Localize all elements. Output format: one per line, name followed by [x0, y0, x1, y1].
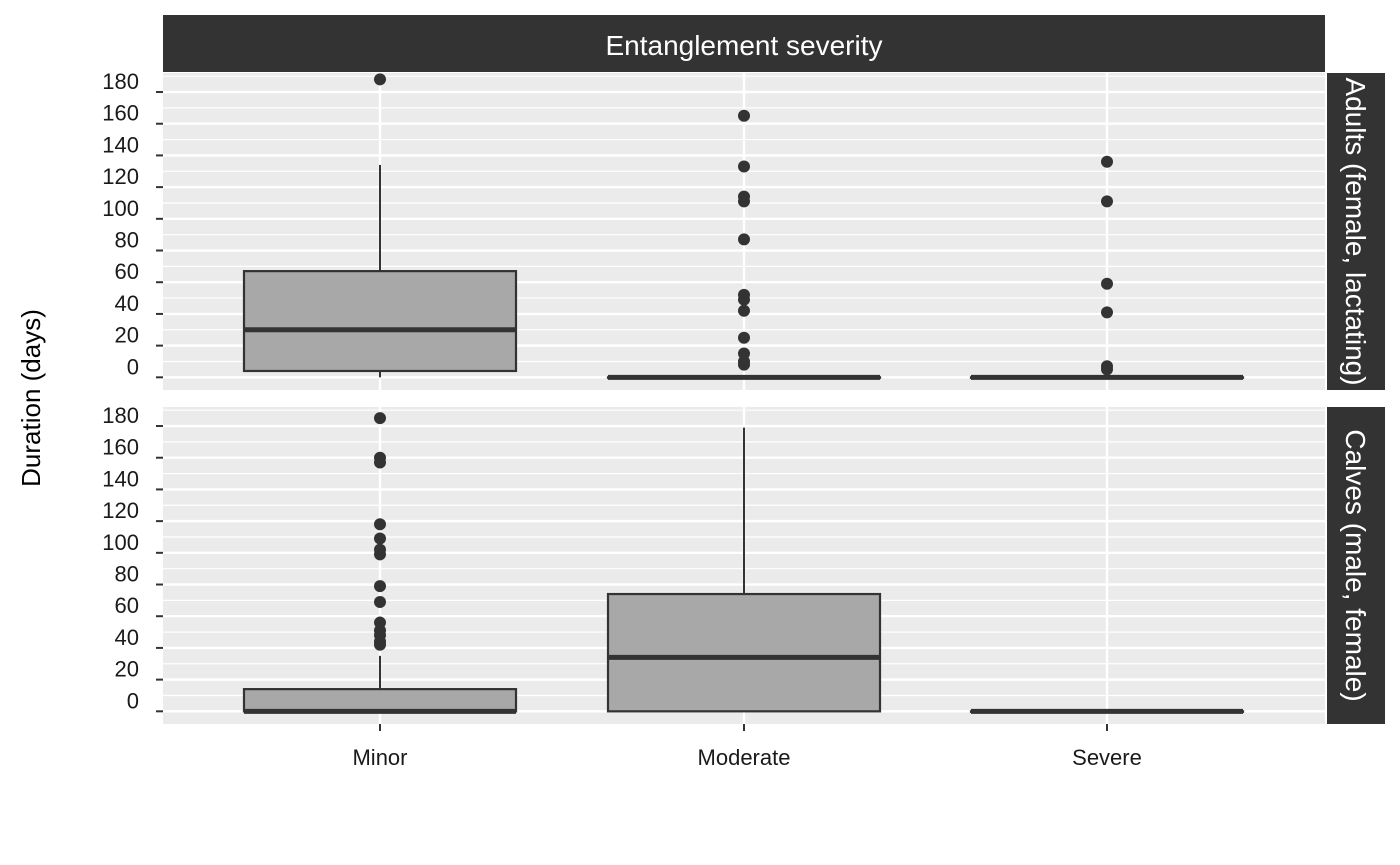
box-minor	[242, 412, 518, 714]
y-tick-label: 60	[115, 259, 139, 284]
row-strip: Adults (female, lactating)	[1327, 73, 1385, 390]
outlier-point	[738, 233, 750, 246]
outlier-point	[374, 548, 386, 561]
column-strip-label: Entanglement severity	[605, 30, 882, 61]
y-tick-label: 180	[102, 403, 139, 428]
y-tick-label: 140	[102, 132, 139, 157]
outlier-point	[374, 73, 386, 86]
row-strip-background	[1327, 407, 1385, 724]
box-iqr	[242, 270, 518, 373]
box-moderate	[606, 109, 882, 380]
panel-marks	[242, 412, 1245, 714]
y-tick-label: 40	[115, 291, 139, 316]
y-tick-label: 20	[115, 323, 139, 348]
panel-calves: 0 20 40 60 80 100 120 140 160 180 Calves (male, f…	[102, 403, 1385, 724]
y-tick-label: 180	[102, 69, 139, 94]
y-tick-label: 100	[102, 530, 139, 555]
outlier-point	[738, 160, 750, 173]
y-axis: 0 20 40 60 80 100 120 140 160 180	[102, 403, 163, 713]
x-tick-label: Moderate	[698, 745, 791, 770]
column-strip-background	[163, 15, 1325, 72]
box-severe	[969, 708, 1245, 714]
box-severe	[969, 155, 1245, 380]
outlier-point	[1101, 306, 1113, 319]
outlier-point	[738, 358, 750, 371]
row-strip-label: Calves (male, female)	[1340, 429, 1371, 701]
outlier-point	[374, 456, 386, 469]
outlier-point	[1101, 155, 1113, 168]
y-tick-label: 40	[115, 625, 139, 650]
box-iqr	[606, 592, 882, 713]
outlier-point	[738, 331, 750, 344]
box-minor	[242, 73, 518, 378]
y-axis-label: Duration (days)	[16, 309, 46, 487]
outlier-point	[374, 638, 386, 651]
x-tick-label: Minor	[352, 745, 407, 770]
outlier-point	[374, 518, 386, 531]
x-axis: Minor Moderate Severe	[352, 724, 1142, 770]
y-tick-label: 100	[102, 196, 139, 221]
row-strip-label: Adults (female, lactating)	[1340, 77, 1371, 385]
y-tick-label: 80	[115, 562, 139, 587]
row-strip: Calves (male, female)	[1327, 407, 1385, 724]
y-tick-label: 140	[102, 466, 139, 491]
y-tick-label: 80	[115, 228, 139, 253]
outlier-point	[1101, 277, 1113, 290]
outlier-point	[1101, 195, 1113, 208]
box-iqr	[242, 688, 518, 713]
panel-adults: 0 20 40 60 80 100 120 140 160 180 Adults (female,…	[102, 69, 1385, 390]
panel-marks	[242, 73, 1245, 380]
x-tick-label: Severe	[1072, 745, 1142, 770]
y-axis: 0 20 40 60 80 100 120 140 160 180	[102, 69, 163, 379]
outlier-point	[374, 412, 386, 425]
y-tick-label: 0	[127, 354, 139, 379]
outlier-point	[738, 109, 750, 122]
y-tick-label: 20	[115, 657, 139, 682]
outlier-point	[738, 195, 750, 208]
box-moderate	[606, 427, 882, 713]
outlier-point	[374, 595, 386, 608]
y-tick-label: 160	[102, 435, 139, 460]
row-strip-background	[1327, 73, 1385, 390]
outlier-point	[374, 580, 386, 593]
outlier-point	[738, 304, 750, 317]
y-tick-label: 120	[102, 498, 139, 523]
y-tick-label: 120	[102, 164, 139, 189]
y-tick-label: 160	[102, 101, 139, 126]
outlier-point	[1101, 363, 1113, 376]
outlier-point	[374, 532, 386, 545]
outlier-point	[738, 293, 750, 306]
y-tick-label: 60	[115, 593, 139, 618]
column-strip: Entanglement severity	[163, 15, 1325, 72]
y-tick-label: 0	[127, 688, 139, 713]
